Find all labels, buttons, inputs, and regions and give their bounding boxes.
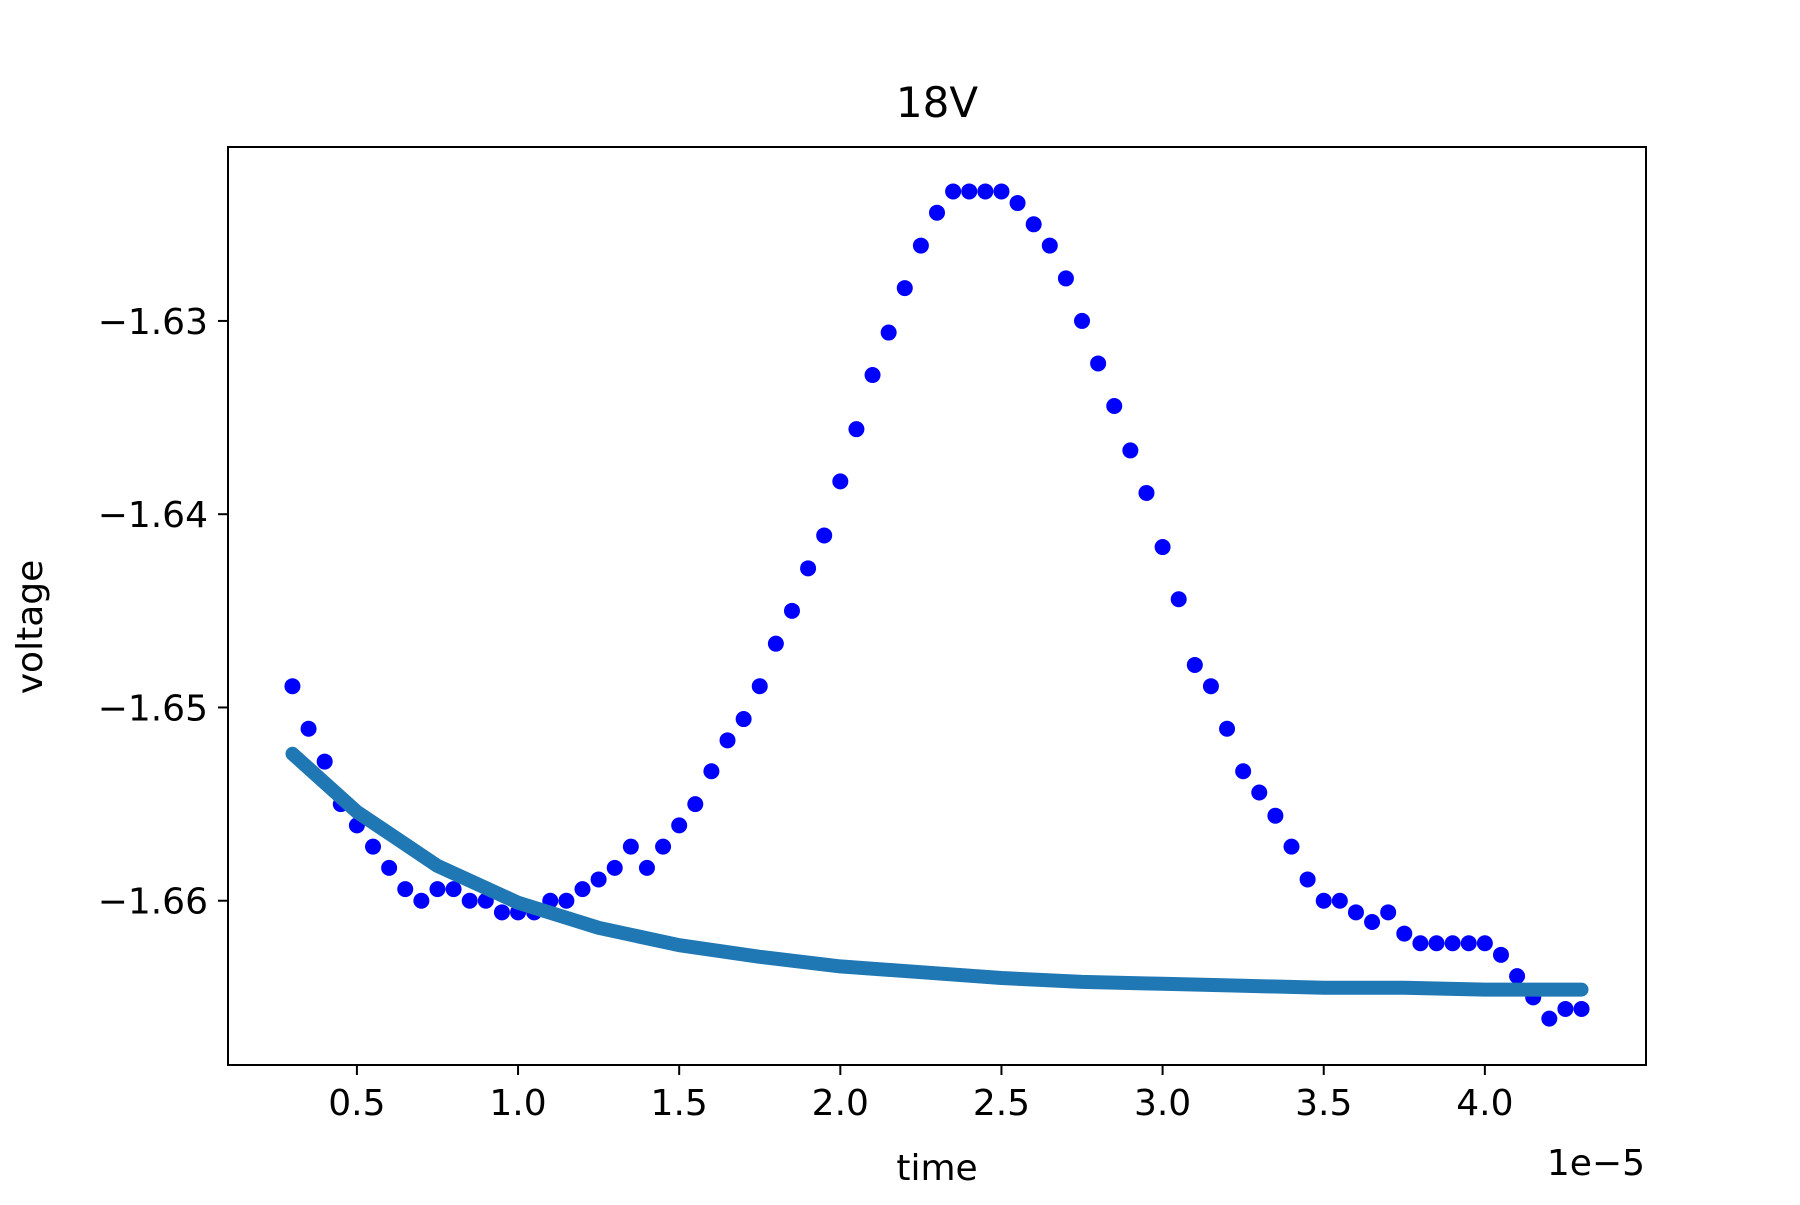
measured-point	[1009, 195, 1026, 212]
measured-point	[864, 367, 881, 384]
measured-point	[493, 904, 510, 921]
measured-point	[461, 892, 478, 909]
measured-point	[1106, 397, 1123, 414]
plot-frame	[227, 146, 1647, 1066]
measured-point	[1138, 484, 1155, 501]
y-tick-label: −1.64	[98, 495, 208, 536]
measured-point	[1573, 1000, 1590, 1017]
measured-point	[1331, 892, 1348, 909]
measured-point	[848, 421, 865, 438]
plot-area	[284, 183, 1590, 1027]
measured-point	[687, 796, 704, 813]
measured-point	[1122, 442, 1139, 459]
x-tick-label: 4.0	[1456, 1083, 1513, 1124]
measured-point	[1170, 591, 1187, 608]
measured-point	[606, 859, 623, 876]
x-axis-offset-label: 1e−5	[1547, 1143, 1645, 1184]
measured-point	[671, 817, 688, 834]
measured-point	[783, 602, 800, 619]
measured-point	[1202, 678, 1219, 695]
measured-point	[993, 183, 1010, 200]
measured-point	[1315, 892, 1332, 909]
measured-point	[1492, 946, 1509, 963]
x-tick-label: 1.5	[651, 1083, 708, 1124]
measured-point	[800, 560, 817, 577]
measured-point	[1412, 935, 1429, 952]
measured-point	[1380, 904, 1397, 921]
measured-point	[1267, 807, 1284, 824]
y-axis-label: voltage	[10, 560, 51, 695]
measured-point	[1074, 312, 1091, 329]
measured-point	[896, 280, 913, 297]
measured-point	[1041, 237, 1058, 254]
measured-point	[413, 892, 430, 909]
measured-point	[735, 711, 752, 728]
measured-point	[880, 324, 897, 341]
x-tick-label: 3.0	[1134, 1083, 1191, 1124]
measured-point	[1557, 1000, 1574, 1017]
measured-point	[1347, 904, 1364, 921]
measured-point	[929, 204, 945, 221]
measured-point	[397, 881, 414, 898]
x-tick-label: 2.0	[812, 1083, 869, 1124]
measured-point	[590, 871, 607, 888]
measured-point	[961, 183, 978, 200]
measured-point	[1235, 763, 1252, 780]
measured-point	[1509, 968, 1526, 985]
y-tick-label: −1.65	[98, 688, 208, 729]
measured-point	[719, 732, 736, 749]
measured-point	[365, 838, 382, 855]
measured-point	[945, 183, 962, 200]
measured-point	[1251, 784, 1268, 801]
measured-point	[912, 237, 929, 254]
measured-point	[1057, 270, 1074, 287]
y-tick-label: −1.66	[98, 882, 208, 923]
measured-point	[1154, 539, 1171, 556]
y-tick-label: −1.63	[98, 302, 208, 343]
measured-point	[767, 635, 784, 652]
measured-point	[655, 838, 672, 855]
measured-point	[574, 881, 591, 898]
measured-point	[1460, 935, 1477, 952]
x-tick-label: 2.5	[973, 1083, 1030, 1124]
measured-point	[1299, 871, 1316, 888]
measured-point	[381, 859, 398, 876]
measured-point	[429, 881, 446, 898]
measured-point	[816, 527, 833, 544]
measured-point	[1219, 720, 1236, 737]
x-axis-label: time	[896, 1148, 977, 1189]
measured-point	[703, 763, 720, 780]
x-tick-label: 1.0	[489, 1083, 546, 1124]
measured-point	[1025, 216, 1042, 233]
measured-point	[284, 678, 301, 695]
measured-point	[1396, 925, 1413, 942]
measured-point	[1476, 935, 1493, 952]
measured-point	[977, 183, 994, 200]
measured-point	[300, 720, 317, 737]
x-tick-label: 0.5	[328, 1083, 385, 1124]
measured-point	[1364, 913, 1381, 930]
measured-point	[1428, 935, 1445, 952]
chart-title: 18V	[896, 78, 978, 127]
measured-point	[1283, 838, 1300, 855]
measured-point	[558, 892, 575, 909]
measured-point	[316, 753, 333, 770]
measured-point	[638, 859, 655, 876]
fit-curve	[285, 746, 1589, 997]
measured-point	[622, 838, 639, 855]
measured-point	[1186, 656, 1203, 673]
measured-point	[1090, 355, 1107, 372]
measured-point	[751, 678, 768, 695]
measured-point	[445, 881, 462, 898]
x-tick-label: 3.5	[1295, 1083, 1352, 1124]
measured-point	[832, 473, 849, 490]
measured-point	[1444, 935, 1461, 952]
measured-point	[1541, 1010, 1558, 1027]
